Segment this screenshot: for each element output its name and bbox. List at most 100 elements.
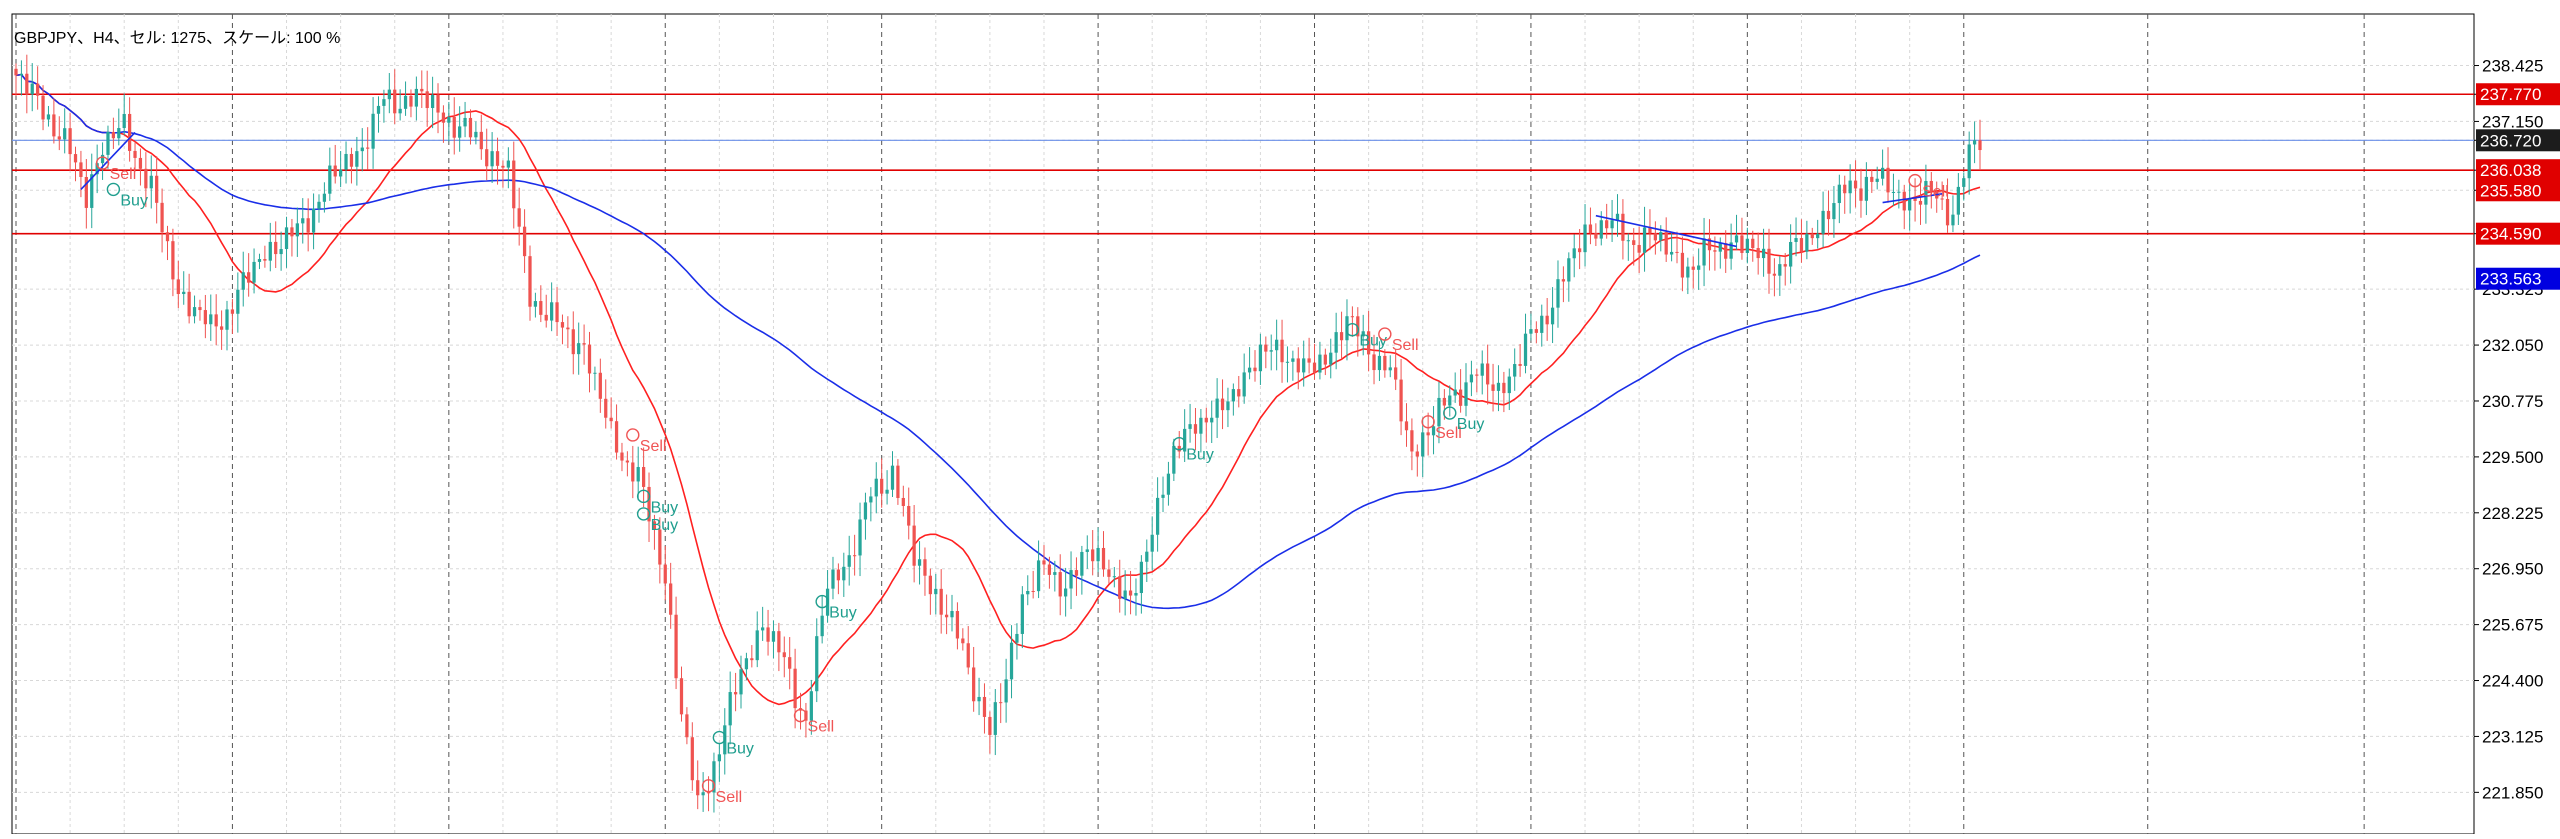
candle [555,287,559,336]
chart-title: GBPJPY、H4、セル: 1275、スケール: 100 % [14,30,341,47]
candle [1388,355,1392,378]
candle-body [1275,339,1279,351]
candle-body [436,94,440,113]
candle [1193,407,1198,451]
candle [1486,344,1490,405]
candle [430,76,435,129]
candle-body [1713,250,1717,252]
candle-body [1550,307,1555,325]
candle-body [696,780,700,796]
signal-label: Sell [1922,184,1949,201]
axis-tick-label: 226.950 [2482,560,2543,579]
candle [1886,147,1890,203]
candle-body [1502,382,1506,394]
candle [522,209,527,273]
candle [1101,531,1106,577]
candle [355,136,359,186]
candle [1458,369,1463,413]
candle [1096,527,1100,573]
candle [122,93,126,136]
candle-body [1350,316,1355,318]
candle-body [1188,424,1192,429]
candle [328,147,332,201]
sell-signal: Sell [626,428,666,455]
candle [1323,348,1327,376]
candle [1123,570,1127,616]
candle-body [111,131,116,139]
candle [1740,217,1744,260]
candle [1594,223,1598,247]
candle [1707,219,1712,271]
candle [1502,371,1506,413]
candle-body [1929,180,1933,192]
candle [279,231,283,271]
candle [1399,358,1403,436]
candle-body [1334,332,1338,353]
candle-body [317,201,321,209]
signal-label: Sell [1435,425,1462,442]
candle [1561,266,1566,303]
candle-body [755,630,759,661]
candle-body [744,658,749,670]
candle-body [701,792,705,796]
trendlines [80,131,1943,248]
candle [84,159,88,229]
candle-body [1864,176,1869,201]
candle-body [679,678,684,715]
candle-body [761,627,765,631]
candle-body [1112,576,1116,578]
candle-body [907,505,911,526]
candle-body [528,256,532,307]
candle [1469,360,1474,397]
candle-body [1686,266,1690,278]
candle-body [301,218,305,224]
candle-body [382,99,386,106]
candle [458,106,462,152]
candle [620,442,624,472]
ma-fast-line [15,73,1981,706]
candle [230,298,235,334]
candle-body [1513,364,1517,377]
candle [1026,575,1030,606]
candle-body [560,322,565,328]
price-tag: 236.038 [2476,159,2560,182]
candle-body [144,168,148,189]
candle [1653,221,1657,255]
candle-body [1372,354,1376,371]
candle-body [1193,424,1198,434]
candle-body [1816,233,1820,239]
candle [474,121,478,145]
candle-body [1648,227,1652,234]
signal-marker [701,779,716,793]
candle [376,96,381,133]
candle-body [57,136,61,140]
candle-body [252,261,256,283]
candle-body [1951,214,1955,226]
candle-body [1783,264,1787,267]
candle-body [485,149,489,167]
candle-body [1605,220,1609,229]
candle [766,609,770,656]
candle-body [1004,679,1008,703]
candle [1015,623,1019,660]
candle-body [1134,593,1138,596]
sell-signal: Sell [793,708,834,736]
candle-body [458,126,462,138]
candle-body [1458,389,1463,406]
candle-body [1128,590,1133,596]
candle [1166,461,1171,506]
price-tag-label: 237.770 [2480,85,2541,104]
signal-marker [1421,415,1435,429]
candle [1816,219,1820,249]
candle [57,116,61,151]
candle-body [1253,367,1257,372]
candle-body [501,165,505,168]
candle-body [1475,374,1479,376]
candle [1837,174,1841,224]
candle [1426,412,1430,456]
candle [176,260,180,309]
candle-body [928,575,932,595]
candle-body [961,638,965,644]
